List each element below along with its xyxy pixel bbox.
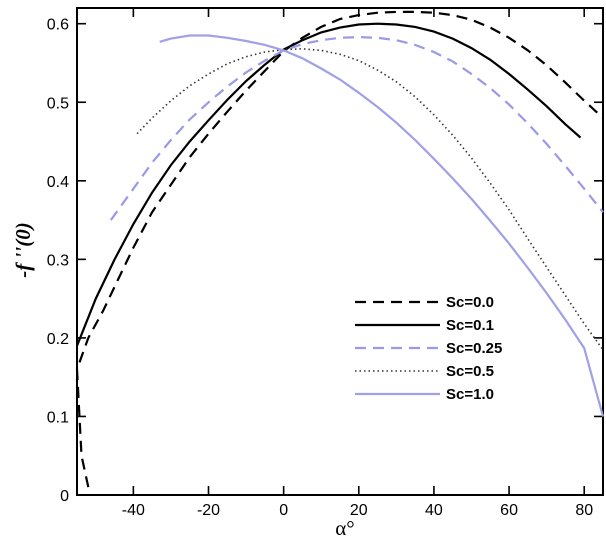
x-tick-label: -20 [197,502,220,519]
x-tick-label: 60 [500,502,518,519]
x-tick-label: -40 [122,502,145,519]
y-tick-label: 0.3 [47,252,69,269]
y-tick-label: 0.1 [47,409,69,426]
axis-ticks: -40 -20 0 20 40 60 80 0 0.1 0.2 0.3 0.4 0.5 0.6 [47,8,603,519]
series-line-2 [75,22,582,347]
series-line-3 [109,35,604,221]
x-tick-label: 80 [575,502,593,519]
x-tick-label: 20 [350,502,368,519]
plot-frame [76,7,604,496]
legend: Sc=0.0 Sc=0.1 Sc=0.25 Sc=0.5 Sc=1.0 [355,294,502,403]
legend-label: Sc=0.0 [446,294,494,311]
y-tick-label: 0.5 [47,95,69,112]
y-tick-label: 0 [60,488,69,505]
legend-label: Sc=0.1 [446,317,494,334]
legend-label: Sc=0.5 [446,363,494,380]
y-tick-label: 0.4 [47,174,69,191]
y-tick-label: 0.2 [47,331,69,348]
x-tick-label: 40 [425,502,443,519]
series-layer [75,10,605,488]
y-axis-label: -f ''(0) [11,222,35,277]
legend-label: Sc=1.0 [446,386,494,403]
x-axis-label: α° [335,516,354,540]
y-tick-label: 0.6 [47,17,69,34]
series-line-1 [75,10,604,488]
legend-label: Sc=0.25 [446,340,502,357]
series-line-5 [159,34,605,417]
x-tick-label: 0 [279,502,288,519]
